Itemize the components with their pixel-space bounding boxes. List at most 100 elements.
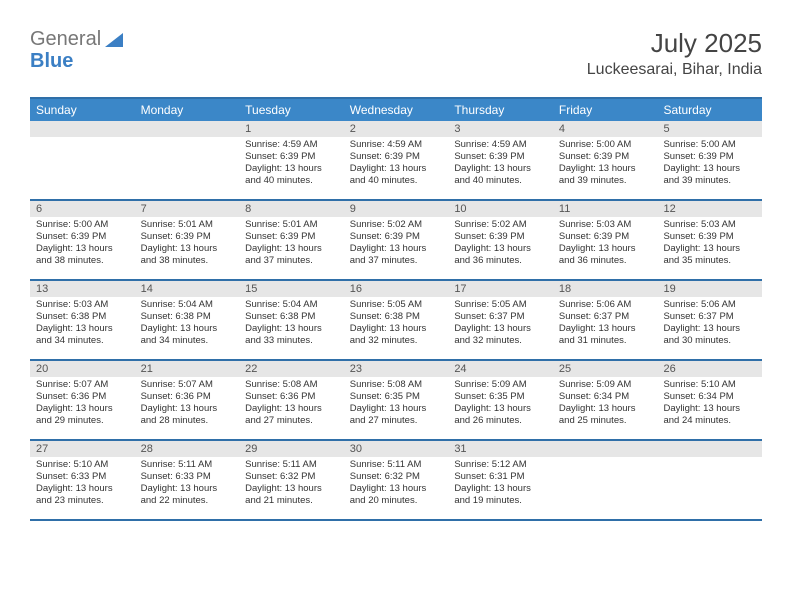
day-body <box>553 457 658 513</box>
day-cell: 8Sunrise: 5:01 AMSunset: 6:39 PMDaylight… <box>239 201 344 279</box>
sunset-text: Sunset: 6:39 PM <box>454 151 547 163</box>
day-number: 13 <box>30 281 135 297</box>
logo: General <box>30 28 123 51</box>
day-cell: 7Sunrise: 5:01 AMSunset: 6:39 PMDaylight… <box>135 201 240 279</box>
sunset-text: Sunset: 6:39 PM <box>559 151 652 163</box>
day-number: 28 <box>135 441 240 457</box>
sunrise-text: Sunrise: 5:00 AM <box>559 139 652 151</box>
day-number: 1 <box>239 121 344 137</box>
sunset-text: Sunset: 6:32 PM <box>350 471 443 483</box>
day-number: 29 <box>239 441 344 457</box>
daylight-text: Daylight: 13 hours and 39 minutes. <box>559 163 652 187</box>
sunset-text: Sunset: 6:33 PM <box>141 471 234 483</box>
sunset-text: Sunset: 6:32 PM <box>245 471 338 483</box>
sunrise-text: Sunrise: 5:11 AM <box>245 459 338 471</box>
sunrise-text: Sunrise: 5:10 AM <box>663 379 756 391</box>
day-cell: 28Sunrise: 5:11 AMSunset: 6:33 PMDayligh… <box>135 441 240 519</box>
day-number <box>657 441 762 457</box>
title-block: July 2025 Luckeesarai, Bihar, India <box>587 28 762 79</box>
day-header-wednesday: Wednesday <box>344 99 449 121</box>
day-body: Sunrise: 5:06 AMSunset: 6:37 PMDaylight:… <box>553 297 658 351</box>
day-cell: 25Sunrise: 5:09 AMSunset: 6:34 PMDayligh… <box>553 361 658 439</box>
day-number <box>553 441 658 457</box>
sunset-text: Sunset: 6:39 PM <box>663 151 756 163</box>
daylight-text: Daylight: 13 hours and 28 minutes. <box>141 403 234 427</box>
day-body: Sunrise: 5:03 AMSunset: 6:38 PMDaylight:… <box>30 297 135 351</box>
day-cell: 2Sunrise: 4:59 AMSunset: 6:39 PMDaylight… <box>344 121 449 199</box>
day-number: 27 <box>30 441 135 457</box>
day-body: Sunrise: 5:02 AMSunset: 6:39 PMDaylight:… <box>344 217 449 271</box>
day-body: Sunrise: 5:06 AMSunset: 6:37 PMDaylight:… <box>657 297 762 351</box>
day-cell: 26Sunrise: 5:10 AMSunset: 6:34 PMDayligh… <box>657 361 762 439</box>
sunrise-text: Sunrise: 5:09 AM <box>559 379 652 391</box>
sunset-text: Sunset: 6:33 PM <box>36 471 129 483</box>
sunrise-text: Sunrise: 5:11 AM <box>350 459 443 471</box>
daylight-text: Daylight: 13 hours and 39 minutes. <box>663 163 756 187</box>
sunrise-text: Sunrise: 5:10 AM <box>36 459 129 471</box>
daylight-text: Daylight: 13 hours and 38 minutes. <box>36 243 129 267</box>
day-body: Sunrise: 5:12 AMSunset: 6:31 PMDaylight:… <box>448 457 553 511</box>
calendar-grid: Sunday Monday Tuesday Wednesday Thursday… <box>30 97 762 521</box>
day-cell: 18Sunrise: 5:06 AMSunset: 6:37 PMDayligh… <box>553 281 658 359</box>
day-header-row: Sunday Monday Tuesday Wednesday Thursday… <box>30 99 762 121</box>
week-row: 1Sunrise: 4:59 AMSunset: 6:39 PMDaylight… <box>30 121 762 201</box>
day-body: Sunrise: 5:11 AMSunset: 6:33 PMDaylight:… <box>135 457 240 511</box>
day-cell: 1Sunrise: 4:59 AMSunset: 6:39 PMDaylight… <box>239 121 344 199</box>
sunrise-text: Sunrise: 5:02 AM <box>350 219 443 231</box>
day-cell: 11Sunrise: 5:03 AMSunset: 6:39 PMDayligh… <box>553 201 658 279</box>
day-body: Sunrise: 5:11 AMSunset: 6:32 PMDaylight:… <box>239 457 344 511</box>
daylight-text: Daylight: 13 hours and 40 minutes. <box>245 163 338 187</box>
sunset-text: Sunset: 6:39 PM <box>350 231 443 243</box>
sunset-text: Sunset: 6:39 PM <box>663 231 756 243</box>
sunset-text: Sunset: 6:39 PM <box>36 231 129 243</box>
sunrise-text: Sunrise: 4:59 AM <box>454 139 547 151</box>
daylight-text: Daylight: 13 hours and 27 minutes. <box>245 403 338 427</box>
daylight-text: Daylight: 13 hours and 20 minutes. <box>350 483 443 507</box>
logo-text-general: General <box>30 28 101 51</box>
day-number: 17 <box>448 281 553 297</box>
sunset-text: Sunset: 6:37 PM <box>559 311 652 323</box>
day-body: Sunrise: 5:03 AMSunset: 6:39 PMDaylight:… <box>657 217 762 271</box>
sunrise-text: Sunrise: 5:01 AM <box>141 219 234 231</box>
day-cell: 31Sunrise: 5:12 AMSunset: 6:31 PMDayligh… <box>448 441 553 519</box>
sunset-text: Sunset: 6:38 PM <box>36 311 129 323</box>
daylight-text: Daylight: 13 hours and 36 minutes. <box>559 243 652 267</box>
day-body: Sunrise: 5:03 AMSunset: 6:39 PMDaylight:… <box>553 217 658 271</box>
day-number: 22 <box>239 361 344 377</box>
sunrise-text: Sunrise: 4:59 AM <box>245 139 338 151</box>
sunset-text: Sunset: 6:38 PM <box>350 311 443 323</box>
daylight-text: Daylight: 13 hours and 27 minutes. <box>350 403 443 427</box>
sunset-text: Sunset: 6:39 PM <box>245 151 338 163</box>
sunset-text: Sunset: 6:37 PM <box>454 311 547 323</box>
day-body: Sunrise: 5:09 AMSunset: 6:35 PMDaylight:… <box>448 377 553 431</box>
day-number: 12 <box>657 201 762 217</box>
sunrise-text: Sunrise: 5:03 AM <box>36 299 129 311</box>
sunrise-text: Sunrise: 5:01 AM <box>245 219 338 231</box>
day-cell-empty <box>135 121 240 199</box>
day-body: Sunrise: 5:08 AMSunset: 6:36 PMDaylight:… <box>239 377 344 431</box>
day-cell: 4Sunrise: 5:00 AMSunset: 6:39 PMDaylight… <box>553 121 658 199</box>
day-number: 19 <box>657 281 762 297</box>
day-body: Sunrise: 4:59 AMSunset: 6:39 PMDaylight:… <box>239 137 344 191</box>
sunrise-text: Sunrise: 5:06 AM <box>559 299 652 311</box>
day-number: 26 <box>657 361 762 377</box>
daylight-text: Daylight: 13 hours and 34 minutes. <box>141 323 234 347</box>
logo-text-blue: Blue <box>30 50 73 72</box>
header-row: General July 2025 Luckeesarai, Bihar, In… <box>30 28 762 79</box>
day-body: Sunrise: 5:02 AMSunset: 6:39 PMDaylight:… <box>448 217 553 271</box>
day-cell: 16Sunrise: 5:05 AMSunset: 6:38 PMDayligh… <box>344 281 449 359</box>
day-number: 8 <box>239 201 344 217</box>
day-number <box>30 121 135 137</box>
day-number: 14 <box>135 281 240 297</box>
daylight-text: Daylight: 13 hours and 31 minutes. <box>559 323 652 347</box>
day-body: Sunrise: 5:05 AMSunset: 6:38 PMDaylight:… <box>344 297 449 351</box>
sunset-text: Sunset: 6:35 PM <box>454 391 547 403</box>
daylight-text: Daylight: 13 hours and 34 minutes. <box>36 323 129 347</box>
location-text: Luckeesarai, Bihar, India <box>587 61 762 79</box>
day-number: 15 <box>239 281 344 297</box>
daylight-text: Daylight: 13 hours and 23 minutes. <box>36 483 129 507</box>
daylight-text: Daylight: 13 hours and 37 minutes. <box>350 243 443 267</box>
day-body: Sunrise: 4:59 AMSunset: 6:39 PMDaylight:… <box>344 137 449 191</box>
logo-line2: Blue <box>30 50 73 73</box>
week-row: 27Sunrise: 5:10 AMSunset: 6:33 PMDayligh… <box>30 441 762 521</box>
